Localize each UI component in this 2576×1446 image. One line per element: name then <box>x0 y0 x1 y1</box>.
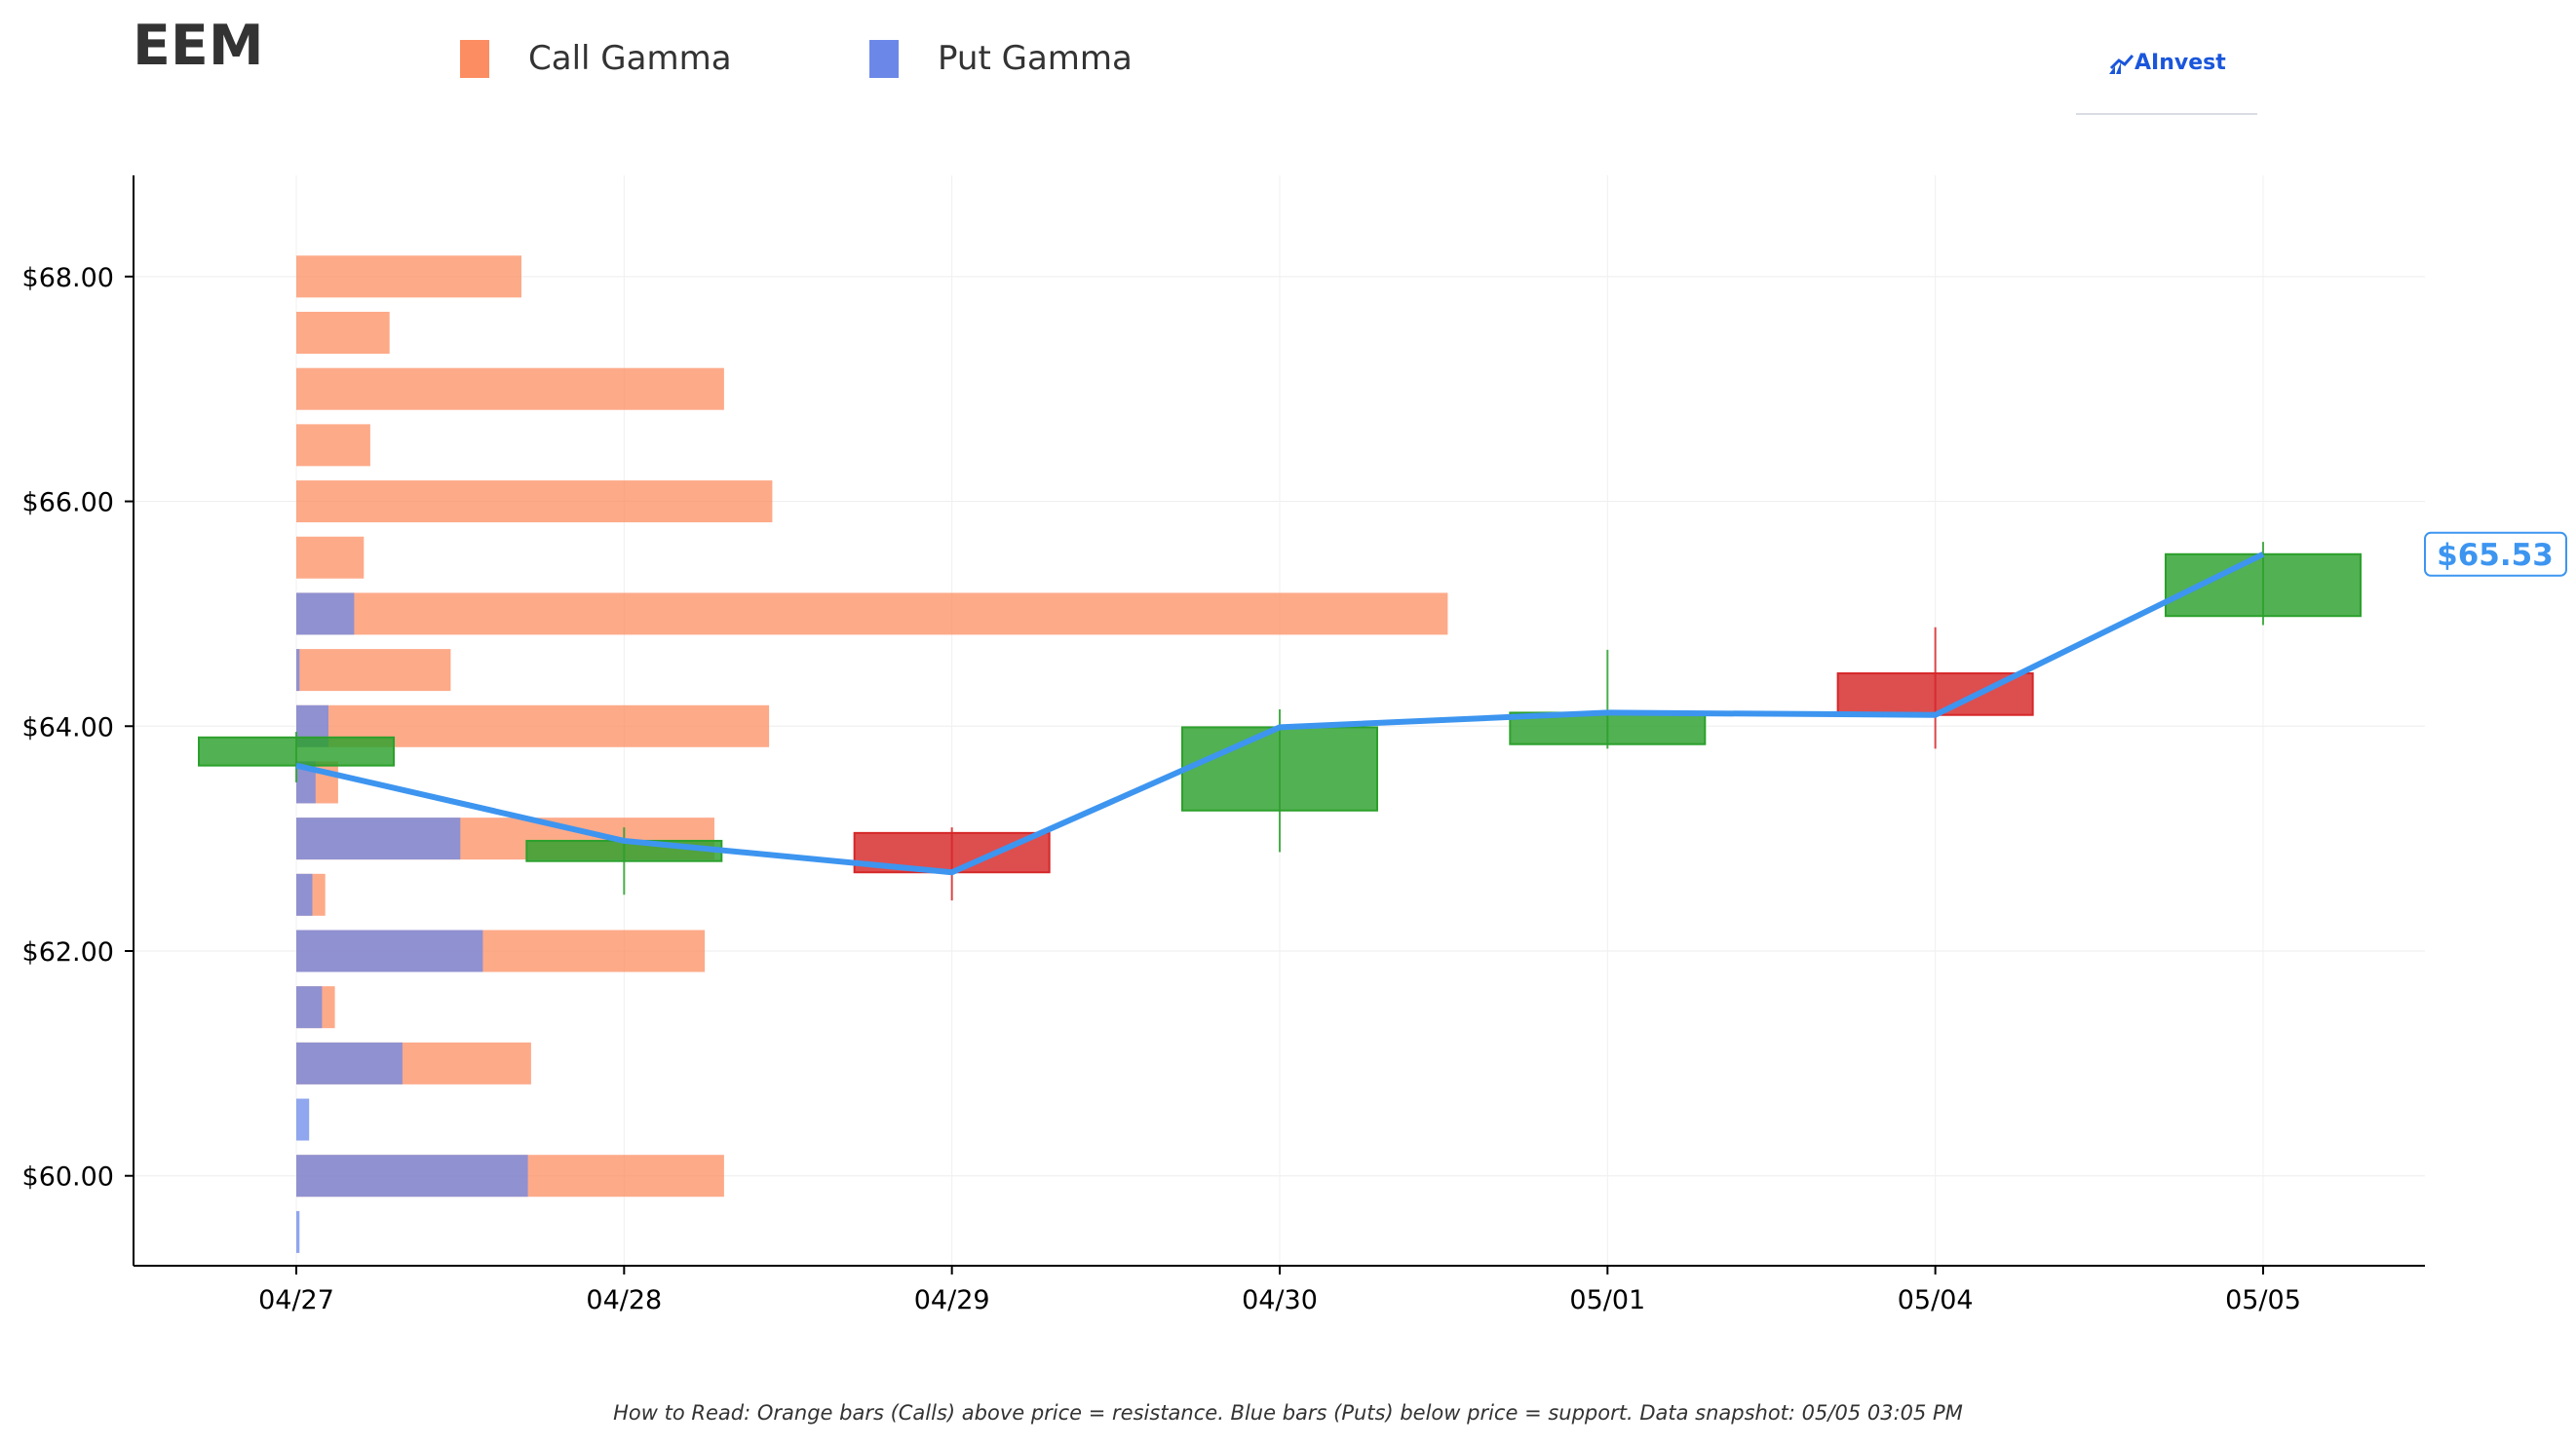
call-gamma-bar <box>296 255 521 298</box>
y-tick-label: $66.00 <box>22 488 114 518</box>
legend-label-call: Call Gamma <box>528 39 732 78</box>
brand-logo: AInvest <box>2076 45 2257 115</box>
y-tick-label: $64.00 <box>22 712 114 742</box>
put-gamma-bar <box>296 1155 528 1198</box>
legend-item-put-gamma: Put Gamma <box>869 35 1133 82</box>
y-tick-label: $68.00 <box>22 263 114 293</box>
x-tick-label: 05/01 <box>1569 1285 1645 1315</box>
call-gamma-bar <box>296 424 370 467</box>
last-price-box <box>2424 531 2567 577</box>
axes: $60.00 $62.00 $64.00 $66.00 $68.00 04/27 04/28… <box>22 175 2425 1315</box>
put-gamma-bar <box>296 873 313 916</box>
put-gamma-bar <box>296 986 323 1029</box>
footer-note: How to Read: Orange bars (Calls) above p… <box>613 1401 1963 1425</box>
price-line-layer: $65.53 <box>295 531 2567 876</box>
last-price-label: $65.53 <box>2437 538 2554 573</box>
x-tick-label: 05/05 <box>2225 1285 2301 1315</box>
x-tick-label: 04/27 <box>258 1285 334 1315</box>
x-tick-label: 04/28 <box>586 1285 662 1315</box>
candle-body <box>198 736 395 767</box>
call-gamma-bar <box>296 367 724 410</box>
y-tick-label: $60.00 <box>22 1162 114 1193</box>
legend-item-call-gamma: Call Gamma <box>460 35 732 82</box>
candle-body <box>1180 726 1378 812</box>
put-gamma-bar <box>296 930 483 972</box>
put-gamma-bar <box>296 818 461 860</box>
put-gamma-bar <box>296 1098 310 1141</box>
legend-swatch-put <box>869 39 899 78</box>
candles <box>198 542 2362 901</box>
call-gamma-bar <box>296 536 365 579</box>
x-tick-label: 04/30 <box>1242 1285 1318 1315</box>
call-gamma-bar <box>296 649 451 692</box>
x-tick-label: 05/04 <box>1898 1285 1974 1315</box>
put-gamma-bar <box>296 1210 300 1253</box>
price-line <box>295 552 2265 876</box>
put-gamma-bar <box>296 761 316 804</box>
candle-body <box>525 839 723 862</box>
gamma-bars <box>296 255 1448 1253</box>
put-gamma-bar <box>296 649 300 692</box>
logo-text: AInvest <box>2134 51 2226 75</box>
call-gamma-bar <box>296 312 390 355</box>
call-gamma-bar <box>296 480 773 523</box>
legend-swatch-call <box>460 39 489 78</box>
chart-growth-icon <box>2109 55 2134 74</box>
legend-label-put: Put Gamma <box>938 39 1133 78</box>
y-tick-label: $62.00 <box>22 937 114 968</box>
x-tick-label: 04/29 <box>914 1285 990 1315</box>
ticker-title: EEM <box>133 14 264 78</box>
put-gamma-bar <box>296 1042 403 1084</box>
call-gamma-bar <box>296 592 1448 635</box>
put-gamma-bar <box>296 592 355 635</box>
candle-body <box>1509 711 1707 745</box>
